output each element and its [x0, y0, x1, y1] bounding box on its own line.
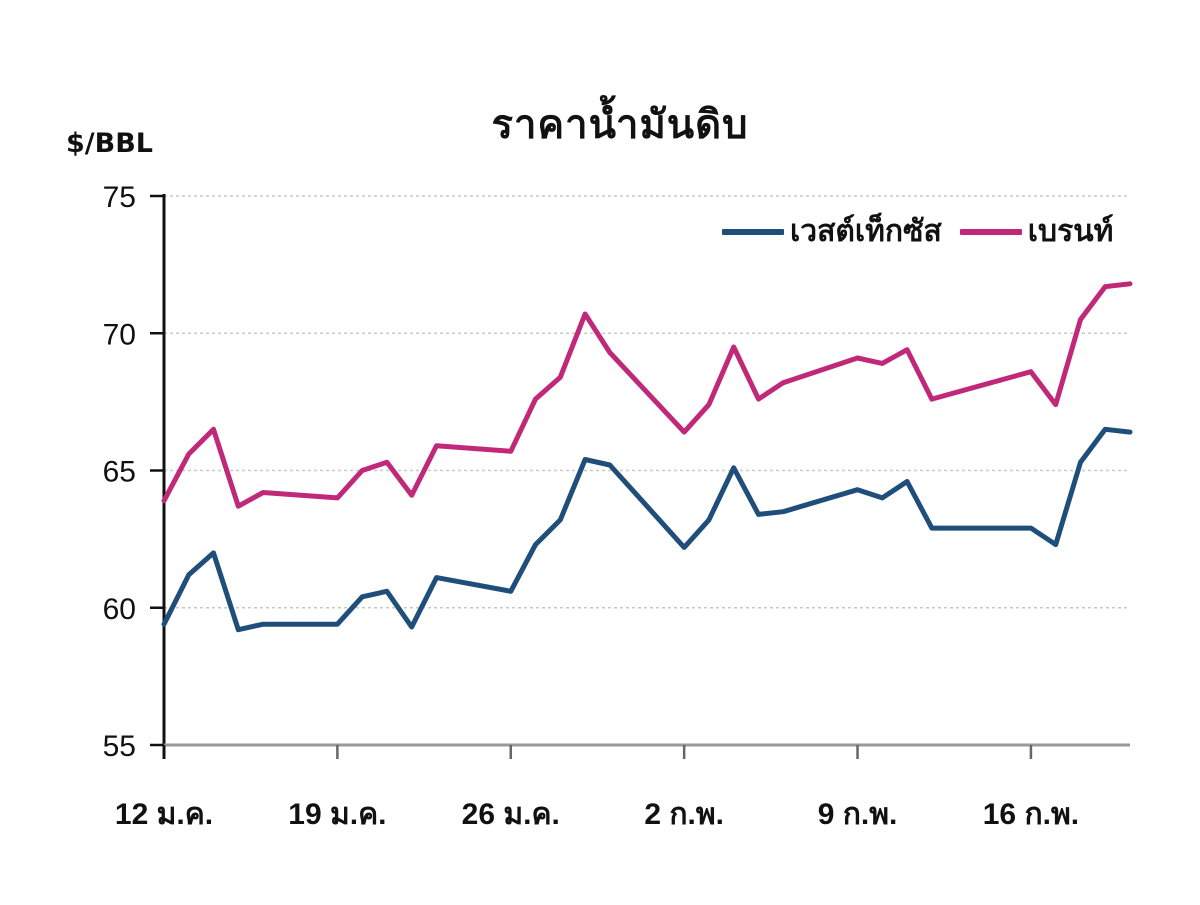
chart-title: ราคาน้ำมันดิบ	[491, 102, 749, 148]
legend-item-brent: เบรนท์	[959, 208, 1114, 255]
x-tick-label: 26 ม.ค.	[462, 798, 560, 831]
gridlines	[164, 195, 1130, 609]
y-tick-label: 60	[103, 593, 136, 626]
legend-swatch-brent	[959, 228, 1022, 235]
legend-item-wti: เวสต์เท็กซัส	[722, 208, 942, 255]
legend-label-brent: เบรนท์	[1027, 214, 1114, 249]
y-tick-label: 75	[103, 181, 136, 214]
series-lines	[161, 281, 1133, 633]
brent-line	[161, 281, 1133, 509]
legend: เวสต์เท็กซัส เบรนท์	[722, 208, 1131, 255]
y-axis-unit-label: $/BBL	[66, 128, 154, 159]
wti-line	[161, 426, 1133, 633]
x-tick-label: 19 ม.ค.	[288, 798, 386, 831]
y-tick-label: 55	[103, 730, 136, 763]
y-tick-label: 70	[103, 318, 136, 351]
x-tick-label: 12 ม.ค.	[115, 798, 213, 831]
legend-swatch-wti	[722, 228, 784, 235]
x-tick-label: 9 ก.พ.	[818, 798, 898, 831]
legend-label-wti: เวสต์เท็กซัส	[790, 214, 942, 249]
axes: 55 60 65 70 75 12 ม.ค. 19 ม.ค. 26 ม.ค. 2 ก.พ. 9 ก…	[103, 181, 1130, 831]
x-tick-label: 2 ก.พ.	[644, 798, 724, 831]
y-tick-label: 65	[103, 456, 136, 489]
x-tick-label: 16 ก.พ.	[983, 798, 1079, 831]
